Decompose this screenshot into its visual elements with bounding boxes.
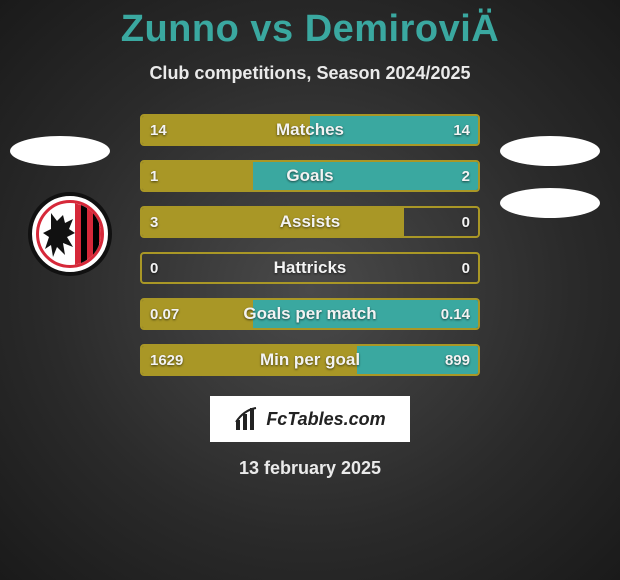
stat-row: 0.07Goals per match0.14 (140, 298, 480, 330)
page-title: Zunno vs DemiroviÄ (0, 0, 620, 51)
branding-box: FcTables.com (210, 396, 410, 442)
stat-row: 3Assists0 (140, 206, 480, 238)
stat-value-left: 0 (150, 254, 158, 282)
club-badge-inner (36, 200, 104, 268)
stat-label: Hattricks (142, 254, 478, 282)
page-subtitle: Club competitions, Season 2024/2025 (0, 63, 620, 84)
stat-row: 1629Min per goal899 (140, 344, 480, 376)
club-stripes (75, 203, 101, 265)
comparison-content: 14Matches141Goals23Assists00Hattricks00.… (0, 114, 620, 479)
bar-fill-right (357, 346, 478, 374)
date-label: 13 february 2025 (0, 458, 620, 479)
player-right-ellipse-1 (500, 136, 600, 166)
player-left-ellipse (10, 136, 110, 166)
branding-text: FcTables.com (266, 409, 385, 430)
stat-row: 0Hattricks0 (140, 252, 480, 284)
comparison-bars: 14Matches141Goals23Assists00Hattricks00.… (140, 114, 480, 376)
bar-fill-right (253, 162, 478, 190)
stat-value-right: 0 (462, 208, 470, 236)
bar-fill-left (142, 300, 253, 328)
fctables-logo-icon (234, 406, 260, 432)
bar-fill-left (142, 346, 357, 374)
bar-fill-right (310, 116, 478, 144)
club-badge-left (28, 192, 112, 276)
bar-fill-right (253, 300, 478, 328)
stat-row: 1Goals2 (140, 160, 480, 192)
bar-fill-left (142, 116, 310, 144)
stat-row: 14Matches14 (140, 114, 480, 146)
bar-fill-left (142, 208, 404, 236)
stat-value-right: 0 (462, 254, 470, 282)
bar-fill-left (142, 162, 253, 190)
player-right-ellipse-2 (500, 188, 600, 218)
